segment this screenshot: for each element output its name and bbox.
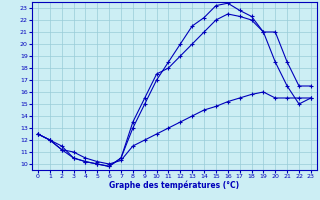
X-axis label: Graphe des températures (°C): Graphe des températures (°C)	[109, 181, 239, 190]
